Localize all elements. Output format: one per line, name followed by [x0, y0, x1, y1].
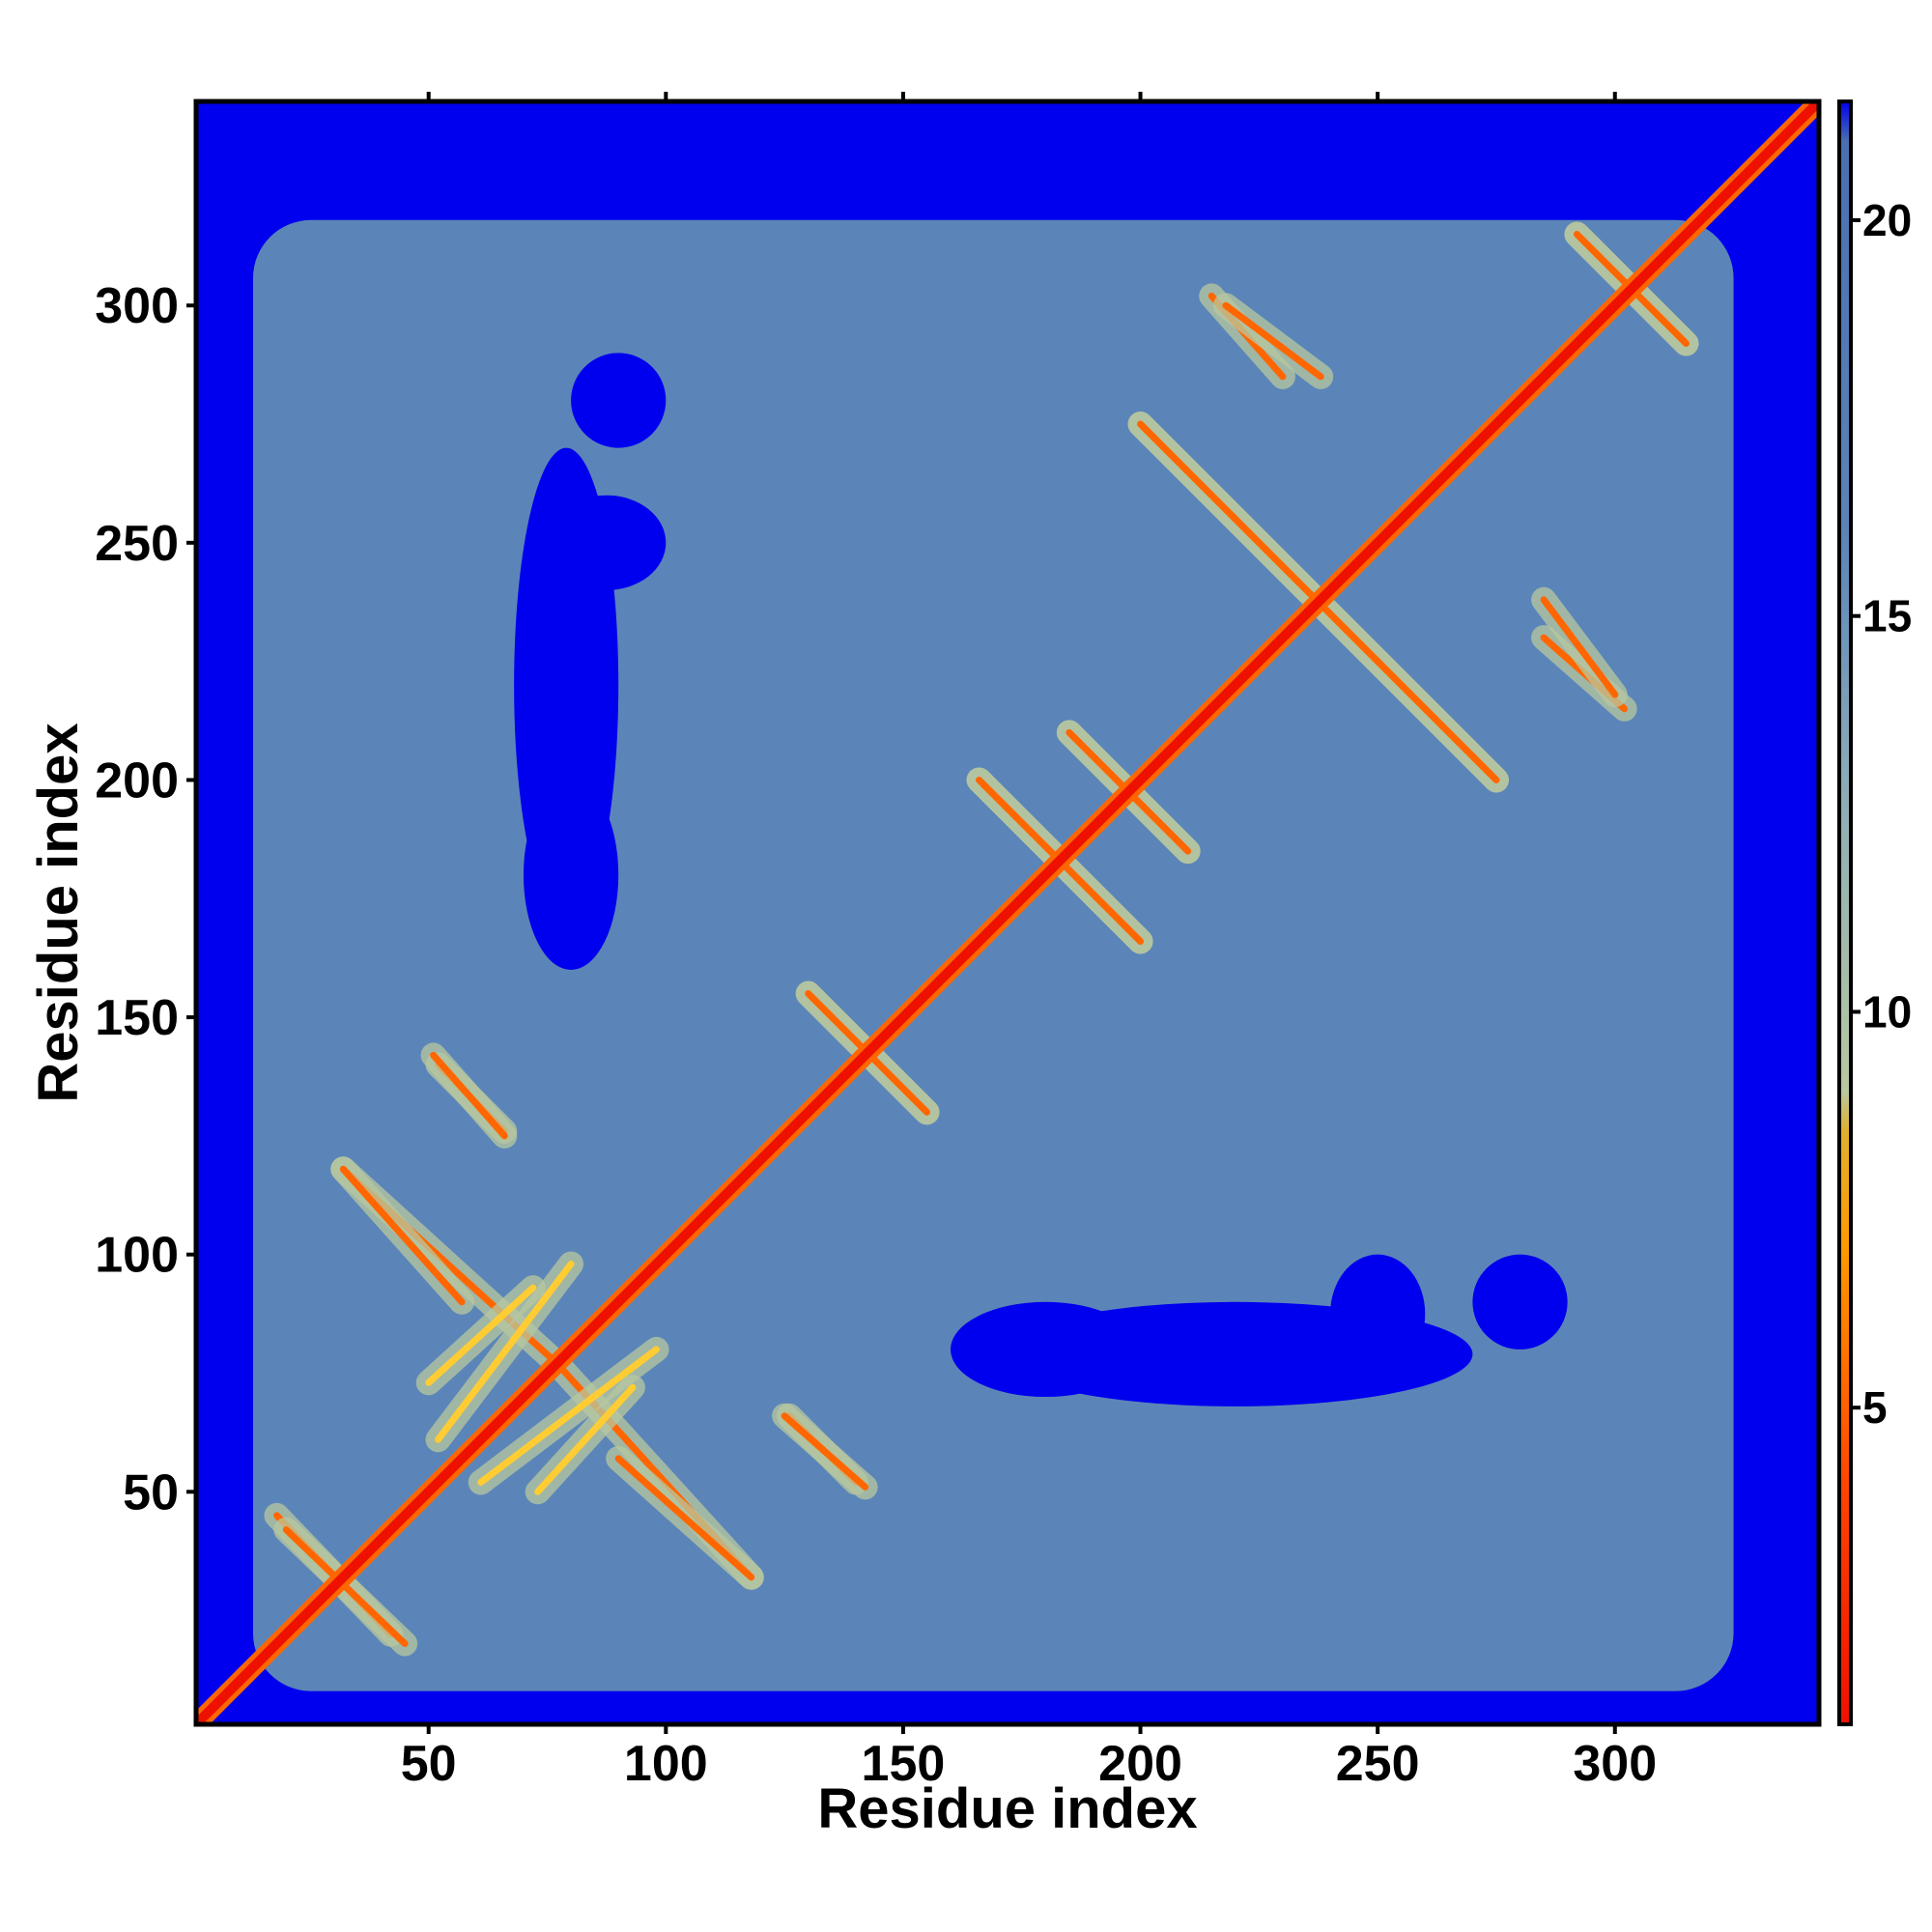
x-tick-label-150: 150	[862, 1736, 946, 1792]
plot-frame	[193, 99, 1822, 1727]
x-tick-label-50: 50	[401, 1736, 457, 1792]
x-axis-label: Residue index	[817, 1777, 1197, 1840]
x-tick-label-200: 200	[1098, 1736, 1182, 1792]
contact-band-mirror-12	[477, 1346, 660, 1486]
heatmap-distance-field	[252, 219, 1734, 1691]
x-tick-label-300: 300	[1573, 1736, 1657, 1792]
mid-distance-region	[252, 219, 1734, 1691]
colorbar-strip	[1837, 99, 1853, 1726]
y-tick-label-300: 300	[95, 278, 179, 334]
heatmap-contact-features	[196, 101, 1819, 1724]
far-region-mirror-3	[523, 780, 619, 970]
colorbar-tick-label-10: 10	[1862, 986, 1912, 1037]
far-region-1	[1330, 1254, 1426, 1374]
y-axis-ticks: 50 100 150 200 250 300	[95, 278, 196, 1520]
contact-band-13	[534, 1383, 637, 1495]
y-tick-label-150: 150	[95, 990, 179, 1046]
far-region-mirror-2	[571, 353, 667, 448]
y-tick-label-100: 100	[95, 1228, 179, 1284]
contact-band-4	[781, 1412, 869, 1491]
y-axis-label: Residue index	[27, 723, 90, 1102]
far-region-3	[951, 1301, 1141, 1398]
contact-band-3	[614, 1455, 755, 1581]
x-axis-ticks: 50 100 150 200 250 300	[401, 92, 1657, 1792]
contact-band-mirror-4	[430, 1051, 508, 1140]
x-tick-label-100: 100	[624, 1736, 708, 1792]
colorbar-ticks: 5 10 15 20	[1851, 195, 1912, 1433]
colorbar-tick-label-20: 20	[1862, 195, 1912, 245]
y-tick-label-50: 50	[123, 1464, 179, 1520]
contact-band-mirror-11	[1222, 301, 1324, 381]
y-tick-label-200: 200	[95, 753, 179, 809]
contact-band-mirror-3	[339, 1165, 466, 1306]
y-tick-label-250: 250	[95, 516, 179, 572]
x-tick-label-250: 250	[1336, 1736, 1420, 1792]
heatmap-plot-area	[193, 99, 1822, 1727]
colorbar-tick-label-15: 15	[1862, 591, 1912, 641]
diagonal-line	[196, 101, 1819, 1724]
colorbar-tick-label-5: 5	[1862, 1382, 1888, 1433]
contact-band-12	[435, 1261, 575, 1443]
contact-band-mirror-13	[425, 1284, 537, 1386]
far-region-2	[1472, 1254, 1568, 1350]
contact-band-11	[1540, 596, 1619, 698]
far-region-mirror-1	[547, 495, 667, 590]
colorbar: 5 10 15 20	[1837, 99, 1912, 1726]
